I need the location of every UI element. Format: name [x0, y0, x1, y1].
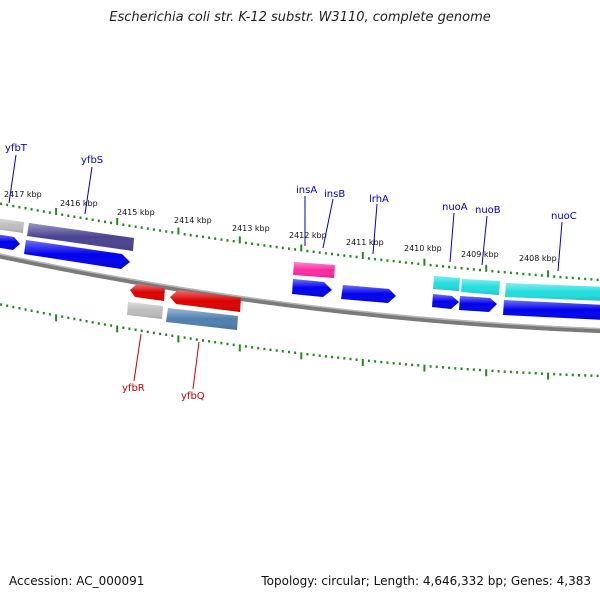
- gene-feature-nuoA[interactable]: [433, 276, 460, 291]
- outer-tick-ring: [0, 202, 599, 282]
- gene-feature-nuoB[interactable]: [461, 279, 500, 295]
- gene-feature-left-grey[interactable]: [0, 218, 24, 233]
- scale-label-2410: 2410 kbp: [404, 244, 442, 253]
- scale-label-2412: 2412 kbp: [289, 231, 327, 240]
- gene-label-yfbR[interactable]: yfbR: [122, 383, 145, 394]
- scale-label-2411: 2411 kbp: [346, 238, 384, 247]
- gene-label-insB[interactable]: insB: [324, 189, 345, 200]
- accession-label: Accession: AC_000091: [9, 574, 145, 588]
- scale-label-2408: 2408 kbp: [519, 254, 557, 263]
- gene-labels: yfbT yfbS insA insB lrhA nuoA nuoB nuoC …: [5, 143, 577, 402]
- gene-feature-yfbQ-red[interactable]: [170, 290, 241, 312]
- gene-label-nuoA[interactable]: nuoA: [442, 202, 468, 213]
- gene-arrow-nuo-2[interactable]: [459, 296, 497, 312]
- gene-label-nuoB[interactable]: nuoB: [475, 205, 501, 216]
- gene-label-yfbQ[interactable]: yfbQ: [181, 391, 205, 402]
- forward-features: [0, 218, 600, 320]
- reverse-features: [127, 284, 241, 330]
- gene-feature-lrhA[interactable]: [341, 285, 396, 303]
- gene-feature-nuoC[interactable]: [505, 283, 600, 301]
- gene-feature-yfbR[interactable]: [130, 284, 165, 301]
- label-leaders: [8, 154, 563, 390]
- genome-backbone: [0, 253, 600, 334]
- gene-label-insA[interactable]: insA: [296, 185, 317, 196]
- gene-label-yfbS[interactable]: yfbS: [81, 155, 103, 166]
- inner-tick-ring: [0, 303, 599, 380]
- gene-arrow-nuo-1[interactable]: [432, 294, 459, 309]
- gene-feature-insA[interactable]: [292, 279, 332, 297]
- scale-label-2413: 2413 kbp: [232, 224, 270, 233]
- gene-feature-yfbS[interactable]: [27, 223, 134, 251]
- gene-feature-yfbT[interactable]: [24, 240, 130, 269]
- scale-label-2416: 2416 kbp: [60, 199, 98, 208]
- gene-feature-yfbQ[interactable]: [166, 308, 238, 330]
- gene-label-lrhA[interactable]: lrhA: [369, 194, 389, 205]
- gene-feature-insB[interactable]: [293, 262, 335, 278]
- gene-label-nuoC[interactable]: nuoC: [551, 211, 577, 222]
- map-title: Escherichia coli str. K-12 substr. W3110…: [109, 10, 491, 25]
- scale-labels: 2417 kbp 2416 kbp 2415 kbp 2414 kbp 2413…: [4, 190, 557, 263]
- gene-feature-left-blue[interactable]: [0, 234, 20, 250]
- gene-feature-grey-reverse[interactable]: [127, 302, 163, 319]
- gene-arrow-nuo-3[interactable]: [503, 300, 600, 320]
- scale-label-2414: 2414 kbp: [174, 216, 212, 225]
- gene-label-yfbT[interactable]: yfbT: [5, 143, 28, 154]
- scale-label-2409: 2409 kbp: [461, 250, 499, 259]
- genome-summary-label: Topology: circular; Length: 4,646,332 bp…: [261, 574, 591, 588]
- scale-label-2415: 2415 kbp: [117, 208, 155, 217]
- scale-label-2417: 2417 kbp: [4, 190, 42, 199]
